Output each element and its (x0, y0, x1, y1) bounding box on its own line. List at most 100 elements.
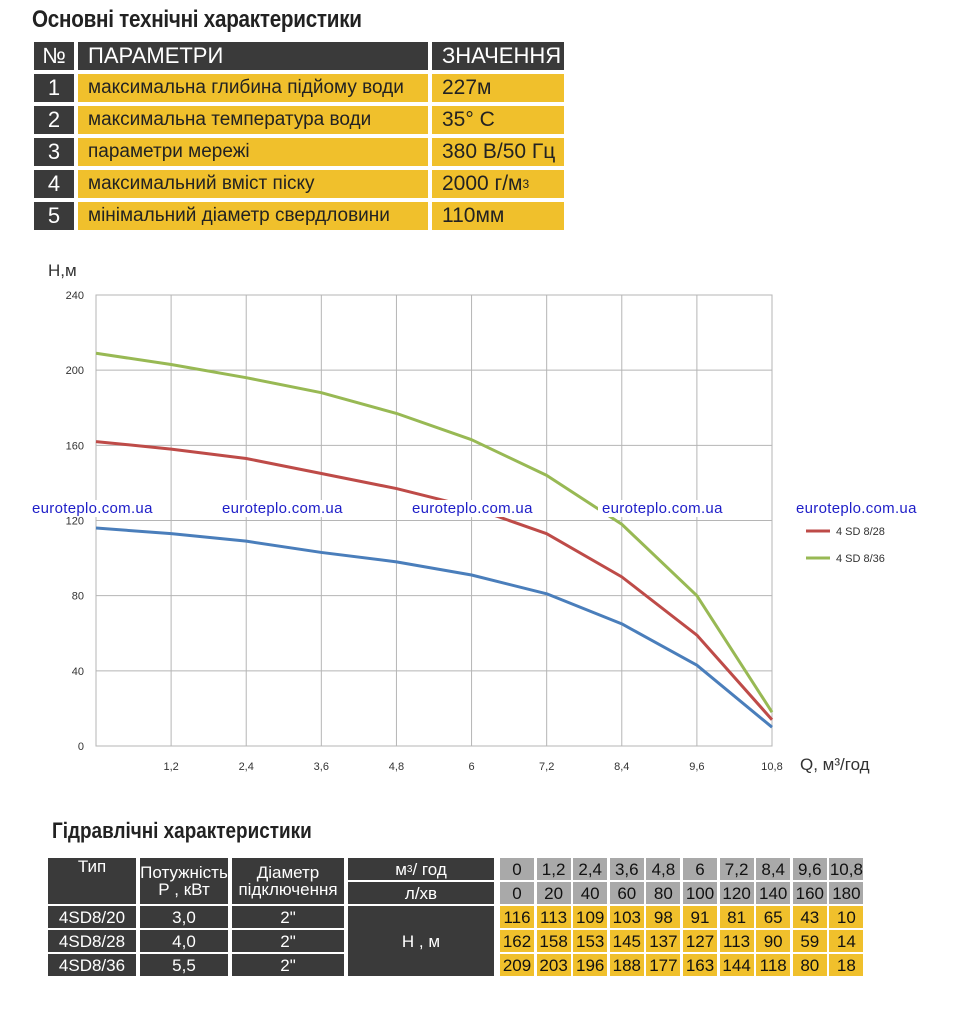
spec-row: 3 параметри мережі 380 В/50 Гц (34, 138, 564, 166)
flow-m3-cell: 10,8 (829, 858, 864, 880)
y-tick-label: 240 (66, 290, 84, 302)
x-tick-label: 3,6 (314, 761, 329, 773)
x-axis-label: Q, м³/год (800, 755, 870, 774)
col-header-diameter-label: Діаметр (256, 863, 320, 882)
y-tick-label: 120 (66, 516, 84, 528)
row-diameter: 2" (232, 906, 344, 928)
x-tick-label: 8,4 (614, 761, 629, 773)
flow-lmin-cell: 0 (500, 882, 534, 904)
watermark: euroteplo.com.ua (218, 500, 347, 517)
row-type: 4SD8/36 (48, 954, 136, 976)
specs-title: Основні технічні характеристики (32, 6, 362, 33)
flow-m3-cell: 0 (500, 858, 534, 880)
row-diameter: 2" (232, 954, 344, 976)
series-line (95, 526, 773, 729)
spec-param: максимальна глибина підйому води (78, 74, 428, 102)
col-header-power-label: Потужність (140, 863, 228, 882)
spec-value: 35° C (432, 106, 564, 134)
spec-value: 227м (432, 74, 564, 102)
x-tick-label: 9,6 (689, 761, 704, 773)
x-tick-label: 7,2 (539, 761, 554, 773)
y-tick-label: 0 (78, 741, 84, 753)
head-value-cell: 209 (500, 954, 534, 976)
unit-m3-text: м (395, 859, 407, 879)
head-value-cell: 158 (536, 930, 571, 952)
head-value-cell: 127 (683, 930, 717, 952)
y-tick-label: 200 (66, 365, 84, 377)
head-value-cell: 188 (609, 954, 644, 976)
x-tick-label: 4,8 (389, 761, 404, 773)
spec-row: 4 максимальний вміст піску 2000 г/м 3 (34, 170, 564, 198)
head-value-cell: 80 (792, 954, 827, 976)
head-value-cell: 137 (646, 930, 681, 952)
y-axis-label: Н,м (48, 261, 77, 280)
spec-value-cell: 2000 г/м 3 (432, 170, 564, 198)
row-type: 4SD8/28 (48, 930, 136, 952)
flow-lmin-cell: 160 (792, 882, 827, 904)
watermark: euroteplo.com.ua (408, 500, 537, 517)
legend-label: 4 SD 8/28 (836, 526, 885, 538)
x-tick-label: 1,2 (163, 761, 178, 773)
head-value-cell: 90 (756, 930, 791, 952)
watermark: euroteplo.com.ua (792, 500, 921, 517)
spec-row: 5 мінімальний діаметр свердловини 110мм (34, 202, 564, 230)
head-value-cell: 91 (683, 906, 717, 928)
watermark: euroteplo.com.ua (28, 500, 157, 517)
flow-lmin-cell: 20 (536, 882, 571, 904)
row-power: 5,5 (140, 954, 228, 976)
col-header-power-unit: Р , кВт (158, 880, 210, 899)
head-value-cell: 14 (829, 930, 864, 952)
row-power: 4,0 (140, 930, 228, 952)
series-line (95, 351, 774, 713)
x-tick-label: 6 (468, 761, 474, 773)
flow-lmin-cell: 80 (646, 882, 681, 904)
series-line (95, 440, 774, 721)
flow-m3-cell: 3,6 (609, 858, 644, 880)
flow-lmin-cell: 180 (829, 882, 864, 904)
head-value-cell: 196 (573, 954, 608, 976)
spec-row: 2 максимальна температура води 35° C (34, 106, 564, 134)
unit-head: Н , м (348, 906, 494, 976)
pump-curve-chart: 0 40 80 120 160 200 240 1,2 2,4 3,6 4,8 6 7,2 8,4 9,6 1… (48, 261, 885, 774)
spec-num: 4 (34, 170, 74, 198)
spec-param: максимальний вміст піску (78, 170, 428, 198)
flow-lmin-cell: 140 (756, 882, 791, 904)
y-tick-label: 40 (72, 666, 84, 678)
head-value-cell: 113 (719, 930, 754, 952)
unit-l-per-min: л/хв (348, 882, 494, 904)
head-value-cell: 163 (683, 954, 717, 976)
head-value-cell: 81 (719, 906, 754, 928)
x-tick-label: 2,4 (239, 761, 254, 773)
head-value-cell: 59 (792, 930, 827, 952)
unit-m3-sup: 3 (406, 863, 413, 875)
spec-row: 1 максимальна глибина підйому води 227м (34, 74, 564, 102)
spec-param: параметри мережі (78, 138, 428, 166)
spec-value: 2000 г/м (442, 172, 523, 195)
head-value-cell: 177 (646, 954, 681, 976)
row-type: 4SD8/20 (48, 906, 136, 928)
y-tick-label: 160 (66, 440, 84, 452)
col-header-power: Потужність Р , кВт (140, 858, 228, 904)
flow-m3-cell: 2,4 (573, 858, 608, 880)
watermark: euroteplo.com.ua (598, 500, 727, 517)
col-header-diameter: Діаметр підключення (232, 858, 344, 904)
head-value-cell: 65 (756, 906, 791, 928)
hydraulic-title: Гідравлічні характеристики (52, 818, 312, 843)
col-header-diameter-sub: підключення (238, 880, 338, 899)
head-value-cell: 153 (573, 930, 608, 952)
spec-param: максимальна температура води (78, 106, 428, 134)
spec-header-value: ЗНАЧЕННЯ (432, 42, 564, 70)
head-value-cell: 162 (500, 930, 534, 952)
head-value-cell: 145 (609, 930, 644, 952)
row-power: 3,0 (140, 906, 228, 928)
head-value-cell: 18 (829, 954, 864, 976)
spec-value-sup: 3 (522, 177, 530, 191)
flow-lmin-cell: 60 (609, 882, 644, 904)
spec-num: 5 (34, 202, 74, 230)
head-value-cell: 118 (756, 954, 791, 976)
flow-m3-cell: 4,8 (646, 858, 681, 880)
head-value-cell: 203 (536, 954, 571, 976)
head-value-cell: 98 (646, 906, 681, 928)
flow-lmin-cell: 120 (719, 882, 754, 904)
unit-m3-tail: / год (412, 859, 447, 879)
